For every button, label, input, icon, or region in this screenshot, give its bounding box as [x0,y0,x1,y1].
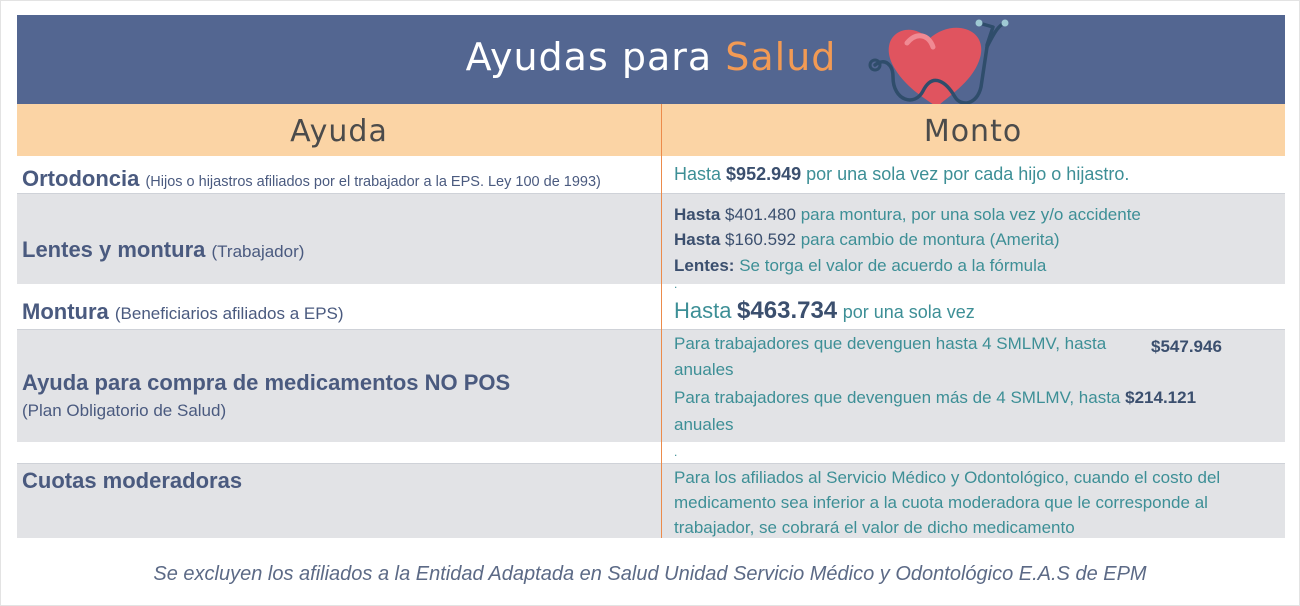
amount-text-continued: anuales [674,415,734,434]
amount-suffix: por una sola vez [842,302,975,322]
amount-value-line: $547.946 [1151,337,1222,357]
dot-mark: . [674,445,678,459]
amount-value: $547.946 [1151,337,1222,356]
amount-line: Hasta $401.480 para montura, por una sol… [674,205,1141,225]
amount-text: para montura, por una sola vez y/o accid… [800,205,1141,224]
amount-line: Para trabajadores que devenguen hasta 4 … [674,334,1106,354]
row-background-medicamentos [17,330,1285,442]
amount-prefix: Hasta [674,298,732,323]
row-note: (Hijos o hijastros afiliados por el trab… [145,174,601,190]
amount-value: $401.480 [725,205,796,224]
page-title: Ayudas para Salud [17,35,1285,79]
row-separator [17,329,1285,330]
row-title: Cuotas moderadoras [22,468,243,493]
row-name-medicamentos: Ayuda para compra de medicamentos NO POS [22,370,510,396]
title-bar: Ayudas para Salud [17,15,1285,104]
amount-label: Lentes: [674,256,735,275]
table-header-row: Ayuda Monto [17,104,1285,156]
amount-text-continued: anuales [674,360,734,379]
amount-text: para cambio de montura (Amerita) [800,230,1060,249]
row-note: (Trabajador) [211,242,305,261]
amount-line: Para trabajadores que devenguen más de 4… [674,388,1196,408]
amount-label: Hasta [674,205,721,224]
amount-value: $214.121 [1125,388,1197,407]
amount-value: $160.592 [725,230,796,249]
heart-stethoscope-icon [868,19,1009,107]
amount-value: $952.949 [726,164,802,184]
column-header-monto: Monto [923,114,1023,149]
column-header-ayuda: Ayuda [290,114,388,149]
row-separator [17,193,1285,194]
title-accent: Salud [725,35,837,79]
row-background-cuotas [17,464,1285,538]
row-amount-ortodoncia: Hasta $952.949 por una sola vez por cada… [674,164,1129,185]
row-name-montura: Montura (Beneficiarios afiliados a EPS) [22,299,344,325]
dot-mark: . [674,277,678,291]
row-name-lentes: Lentes y montura (Trabajador) [22,237,304,263]
row-note: (Beneficiarios afiliados a EPS) [114,304,344,323]
row-title: Montura [22,299,109,324]
amount-prefix: Hasta [674,164,722,184]
row-separator [17,463,1285,464]
title-main: Ayudas para [465,35,713,79]
row-amount-montura: Hasta $463.734 por una sola vez [674,297,975,325]
row-name-ortodoncia: Ortodoncia (Hijos o hijastros afiliados … [22,166,601,192]
row-title: Ortodoncia [22,166,140,191]
amount-text: Se torga el valor de acuerdo a la fórmul… [739,256,1047,275]
row-title: Lentes y montura [22,237,206,262]
amount-value: $463.734 [737,297,838,324]
amount-line: Lentes: Se torga el valor de acuerdo a l… [674,256,1046,276]
footer-note: Se excluyen los afiliados a la Entidad A… [153,563,1147,585]
row-paragraph-cuotas: Para los afiliados al Servicio Médico y … [674,468,1221,537]
column-divider [661,104,662,538]
row-title: Ayuda para compra de medicamentos NO POS [22,370,511,395]
row-background-lentes [17,194,1285,284]
amount-text: Para trabajadores que devenguen hasta 4 … [674,334,1107,353]
amount-label: Hasta [674,230,721,249]
row-subtitle: (Plan Obligatorio de Salud) [22,401,227,420]
row-name-cuotas: Cuotas moderadoras [22,468,242,494]
amount-text: Para trabajadores que devenguen más de 4… [674,388,1121,407]
amount-suffix: por una sola vez por cada hijo o hijastr… [806,164,1130,184]
amount-line: Hasta $160.592 para cambio de montura (A… [674,230,1060,250]
